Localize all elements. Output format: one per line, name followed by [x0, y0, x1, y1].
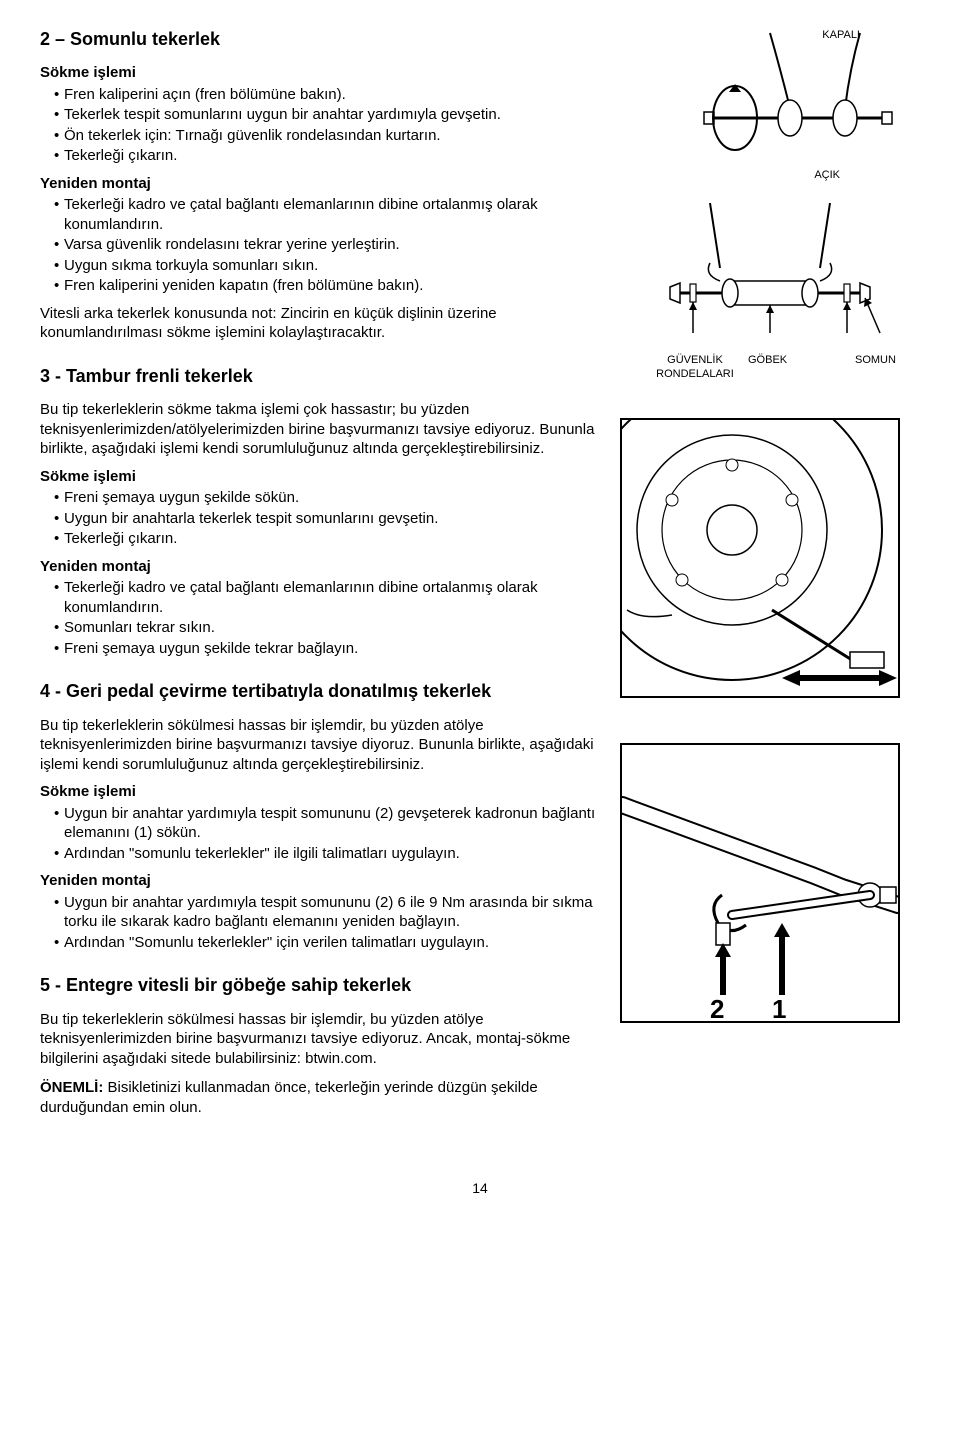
section-4-intro: Bu tip tekerleklerin sökülmesi hassas bi…: [40, 716, 600, 775]
section-5-title: 5 - Entegre vitesli bir göbeğe sahip tek…: [40, 974, 600, 997]
list-item: Uygun bir anahtar yardımıyla tespit somu…: [54, 893, 600, 932]
hub-diagram-icon: [620, 198, 920, 358]
fig2-somun-label: SOMUN: [855, 353, 896, 367]
fig1-kapali-label: KAPALI: [822, 28, 860, 42]
drum-brake-diagram-icon: [622, 420, 898, 696]
section-2-removal-list: Fren kaliperini açın (fren bölümüne bakı…: [40, 85, 600, 166]
quick-release-diagram-icon: [620, 28, 900, 188]
fig2-guvenlik-label: GÜVENLİK RONDELALARI: [650, 353, 740, 382]
section-4: 4 - Geri pedal çevirme tertibatıyla dona…: [40, 680, 600, 952]
figure-4-coaster-brake: 2 1: [620, 743, 900, 1023]
section-3-refit-heading: Yeniden montaj: [40, 557, 600, 577]
section-2-title: 2 – Somunlu tekerlek: [40, 28, 600, 51]
list-item: Tekerleği kadro ve çatal bağlantı eleman…: [54, 578, 600, 617]
list-item: Ön tekerlek için: Tırnağı güvenlik ronde…: [54, 126, 600, 146]
fig4-label-1: 1: [772, 993, 786, 1023]
section-2: 2 – Somunlu tekerlek Sökme işlemi Fren k…: [40, 28, 600, 343]
list-item: Tekerleği çıkarın.: [54, 529, 600, 549]
section-3-removal-list: Freni şemaya uygun şekilde sökün. Uygun …: [40, 488, 600, 549]
important-text: Bisikletinizi kullanmadan önce, tekerleğ…: [40, 1079, 538, 1116]
section-5-intro: Bu tip tekerleklerin sökülmesi hassas bi…: [40, 1010, 600, 1069]
list-item: Uygun bir anahtarla tekerlek tespit somu…: [54, 509, 600, 529]
fig2-gobek-label: GÖBEK: [748, 353, 787, 367]
figure-2-wrapper: GÜVENLİK RONDELALARI GÖBEK SOMUN: [620, 198, 920, 398]
section-3: 3 - Tambur frenli tekerlek Bu tip tekerl…: [40, 365, 600, 658]
section-4-refit-heading: Yeniden montaj: [40, 871, 600, 891]
list-item: Tekerleği kadro ve çatal bağlantı eleman…: [54, 195, 600, 234]
section-2-note: Vitesli arka tekerlek konusunda not: Zin…: [40, 304, 600, 343]
section-5-important: ÖNEMLİ: Bisikletinizi kullanmadan önce, …: [40, 1078, 600, 1117]
section-3-refit-list: Tekerleği kadro ve çatal bağlantı eleman…: [40, 578, 600, 658]
list-item: Uygun bir anahtar yardımıyla tespit somu…: [54, 804, 600, 843]
list-item: Tekerleği çıkarın.: [54, 146, 600, 166]
list-item: Fren kaliperini açın (fren bölümüne bakı…: [54, 85, 600, 105]
important-label: ÖNEMLİ:: [40, 1079, 103, 1096]
coaster-brake-diagram-icon: [622, 745, 898, 1021]
figure-3-drum-brake: [620, 418, 900, 698]
section-3-title: 3 - Tambur frenli tekerlek: [40, 365, 600, 388]
section-3-removal-heading: Sökme işlemi: [40, 467, 600, 487]
section-5: 5 - Entegre vitesli bir göbeğe sahip tek…: [40, 974, 600, 1117]
list-item: Ardından "somunlu tekerlekler" ile ilgil…: [54, 844, 600, 864]
page-number: 14: [40, 1179, 920, 1197]
fig1-acik-label: AÇIK: [814, 168, 840, 182]
list-item: Uygun sıkma torkuyla somunları sıkın.: [54, 256, 600, 276]
section-2-refit-list: Tekerleği kadro ve çatal bağlantı eleman…: [40, 195, 600, 296]
list-item: Varsa güvenlik rondelasını tekrar yerine…: [54, 235, 600, 255]
fig4-label-2: 2: [710, 993, 724, 1023]
section-4-removal-list: Uygun bir anahtar yardımıyla tespit somu…: [40, 804, 600, 864]
section-3-intro: Bu tip tekerleklerin sökme takma işlemi …: [40, 400, 600, 459]
figure-column: KAPALI AÇIK: [620, 28, 920, 1139]
section-2-refit-heading: Yeniden montaj: [40, 174, 600, 194]
section-4-removal-heading: Sökme işlemi: [40, 782, 600, 802]
list-item: Fren kaliperini yeniden kapatın (fren bö…: [54, 276, 600, 296]
section-2-removal-heading: Sökme işlemi: [40, 63, 600, 83]
section-4-title: 4 - Geri pedal çevirme tertibatıyla dona…: [40, 680, 600, 703]
list-item: Freni şemaya uygun şekilde tekrar bağlay…: [54, 639, 600, 659]
list-item: Somunları tekrar sıkın.: [54, 618, 600, 638]
list-item: Freni şemaya uygun şekilde sökün.: [54, 488, 600, 508]
figure-1-wrapper: KAPALI AÇIK: [620, 28, 900, 188]
list-item: Tekerlek tespit somunlarını uygun bir an…: [54, 105, 600, 125]
list-item: Ardından "Somunlu tekerlekler" için veri…: [54, 933, 600, 953]
section-4-refit-list: Uygun bir anahtar yardımıyla tespit somu…: [40, 893, 600, 953]
